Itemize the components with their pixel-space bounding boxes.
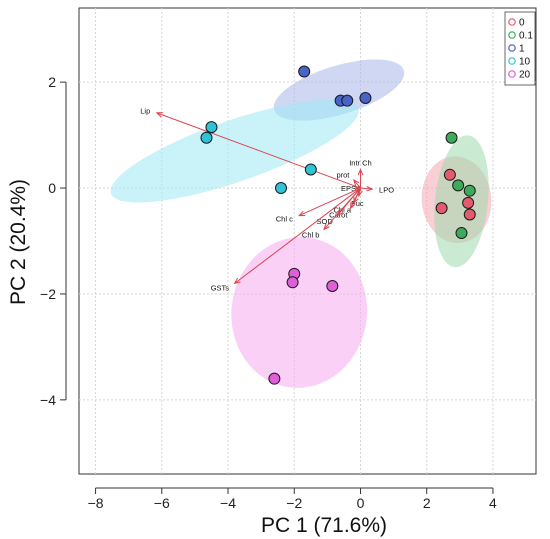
x-tick-label: −8	[88, 495, 104, 511]
loading-label-fuc: Fuc	[351, 199, 364, 208]
loading-arrow-chl-b	[323, 187, 361, 230]
loading-label-chl-b: Chl b	[302, 231, 320, 240]
legend-label-1: 1	[519, 44, 525, 55]
y-tick-label: −2	[40, 286, 56, 302]
legend: 0 0.1 1 10 20	[504, 11, 536, 86]
x-axis: −8 −6 −4 −2 0 2 4	[88, 487, 497, 511]
legend-marker-0	[508, 18, 516, 26]
point-group-0	[443, 168, 456, 181]
legend-label-0-1: 0.1	[519, 31, 533, 42]
loading-arrowhead	[323, 223, 330, 231]
loading-arrow-gsts	[234, 187, 361, 284]
x-tick-label: 0	[357, 495, 365, 511]
loading-label-sod: SOD	[317, 217, 334, 226]
point-group-0-1	[455, 227, 468, 240]
loading-label-gsts: GSTs	[211, 284, 230, 293]
confidence-ellipses	[110, 59, 492, 388]
legend-label-0: 0	[519, 18, 525, 29]
point-group-10	[200, 131, 213, 144]
x-tick-label: −4	[220, 495, 236, 511]
point-group-1	[359, 92, 372, 105]
point-group-0	[462, 196, 475, 209]
loading-label-intr-ch: Intr Ch	[349, 159, 372, 168]
legend-label-10: 10	[519, 57, 531, 68]
loading-arrow-lip	[156, 112, 361, 189]
y-tick-label: −4	[40, 392, 56, 408]
x-tick-label: 4	[489, 495, 497, 511]
point-group-20	[326, 280, 339, 293]
loading-arrowhead	[155, 112, 163, 118]
loading-arrowhead	[366, 185, 374, 192]
loading-label-eps: EPS	[341, 184, 356, 193]
loading-arrowhead	[353, 196, 359, 205]
loading-arrow-chl-c	[299, 187, 361, 217]
point-group-20	[268, 372, 281, 385]
loading-arrow-carot	[350, 187, 361, 209]
ellipse-group-10	[110, 99, 359, 203]
loading-arrowhead	[298, 210, 306, 217]
point-group-20	[286, 276, 299, 289]
x-axis-label: PC 1 (71.6%)	[261, 514, 387, 537]
legend-label-20: 20	[519, 70, 531, 81]
point-group-10	[304, 163, 317, 176]
point-group-10	[275, 182, 288, 195]
loading-arrowhead	[349, 202, 356, 210]
y-tick-label: 0	[48, 180, 56, 196]
loading-arrow-lpo	[360, 187, 373, 190]
y-axis: −4 −2 0 2	[40, 74, 67, 408]
loading-arrowhead	[233, 277, 241, 285]
point-group-0	[435, 202, 448, 215]
loading-arrowhead	[336, 209, 343, 217]
legend-marker-10	[508, 57, 516, 65]
x-tick-label: −6	[154, 495, 170, 511]
point-group-1	[341, 94, 354, 107]
x-tick-label: 2	[423, 495, 431, 511]
loading-arrowhead	[353, 179, 360, 186]
point-group-0-1	[463, 184, 476, 197]
y-axis-label: PC 2 (20.4%)	[7, 179, 30, 305]
sample-points	[200, 65, 476, 385]
loading-label-prot: prot	[336, 171, 350, 180]
legend-marker-0-1	[508, 31, 516, 39]
legend-marker-1	[508, 44, 516, 52]
point-group-0-1	[445, 131, 458, 144]
loading-label-lpo: LPO	[379, 186, 394, 195]
point-group-0-1	[452, 179, 465, 192]
point-group-1	[298, 65, 311, 78]
ellipse-group-20	[231, 237, 368, 388]
point-group-0	[463, 208, 476, 221]
legend-marker-20	[508, 70, 516, 78]
loading-label-chl-c: Chl c	[276, 214, 293, 223]
ellipse-group-0-1	[434, 135, 489, 268]
x-tick-label: −2	[286, 495, 302, 511]
loading-arrowhead	[357, 168, 364, 176]
point-group-10	[205, 121, 218, 134]
loading-label-lip: Lip	[140, 106, 150, 115]
y-tick-label: 2	[48, 74, 56, 90]
